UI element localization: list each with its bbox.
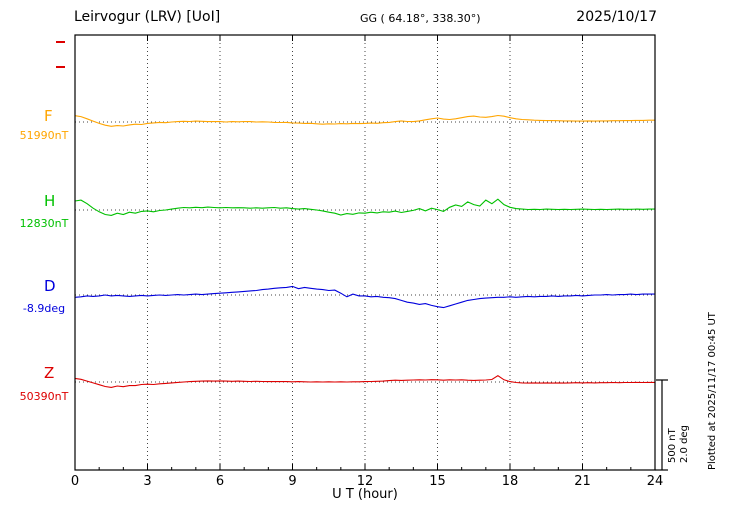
trace-Z (74, 375, 655, 388)
trace-baseline-value-D: -8.9deg (22, 302, 66, 315)
x-tick-label-6: 6 (215, 474, 225, 489)
plot-frame (74, 34, 656, 471)
record-date: 2025/10/17 (576, 9, 657, 25)
x-tick-label-0: 0 (70, 474, 80, 489)
trace-F (74, 114, 655, 127)
amplitude-scale-labels: 500 nT 2.0 deg (667, 425, 690, 463)
trace-baseline-value-Z: 50390nT (19, 390, 69, 403)
trace-baseline-value-H: 12830nT (19, 217, 69, 230)
station-title: Leirvogur (LRV) [UoI] (74, 9, 221, 25)
x-tick-label-18: 18 (501, 474, 519, 489)
left-scale-mark-top (56, 41, 65, 43)
trace-label-H: H (44, 192, 56, 210)
plotted-timestamp: Plotted at 2025/11/17 00:45 UT (707, 312, 718, 470)
x-axis-label: U T (hour) (332, 487, 398, 502)
x-tick-label-21: 21 (574, 474, 591, 489)
trace-H (74, 198, 655, 216)
x-tick-label-24: 24 (646, 474, 664, 489)
trace-D (74, 285, 655, 309)
trace-label-F: F (44, 107, 53, 125)
x-tick-label-12: 12 (356, 474, 374, 489)
left-scale-mark-bottom (56, 66, 65, 68)
x-tick-label-15: 15 (429, 474, 446, 489)
trace-label-Z: Z (44, 364, 55, 382)
trace-baseline-value-F: 51990nT (19, 129, 69, 142)
x-tick-label-9: 9 (288, 474, 297, 489)
x-tick-label-3: 3 (143, 474, 152, 489)
trace-label-D: D (44, 277, 56, 295)
geographic-coords: GG ( 64.18°, 338.30°) (360, 12, 481, 25)
